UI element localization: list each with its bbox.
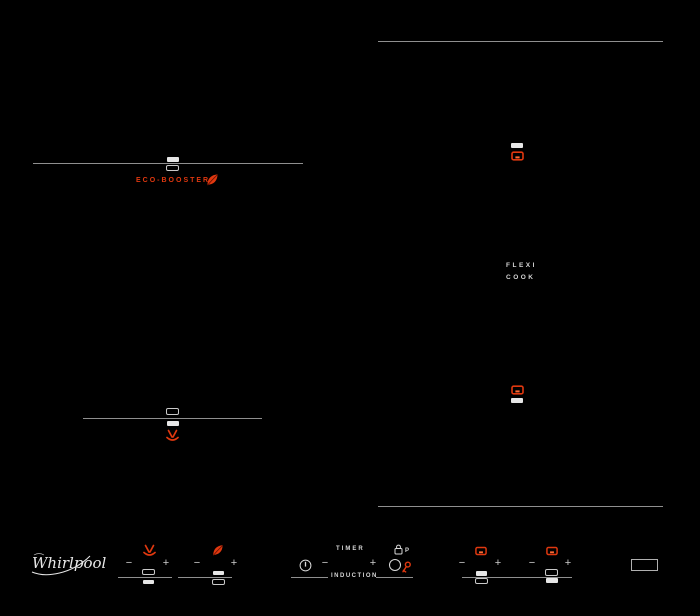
slider4-level-filled (546, 578, 558, 583)
key-lock-button[interactable]: P (394, 544, 410, 556)
power-button[interactable] (299, 559, 312, 572)
flexi-zone-top-line (378, 41, 663, 42)
slider4-minus-button[interactable]: − (528, 557, 536, 569)
induction-label: INDUCTION (331, 573, 378, 579)
flexi-zone-bottom-line (378, 506, 663, 507)
slider3-plus-button[interactable]: + (494, 557, 502, 569)
timer-label: TIMER (336, 546, 365, 552)
eco-booster-leaf-icon (205, 173, 219, 187)
whirlpool-logo-swash (31, 553, 91, 576)
slider1-minus-button[interactable]: − (125, 557, 133, 569)
flexi-cook-label: FLEXI COOK (506, 260, 537, 284)
slider3-level-outline (475, 578, 488, 584)
induction-right-line (376, 577, 413, 578)
display-window (631, 559, 658, 571)
flexi-rear-indicator-dash (511, 143, 523, 148)
timer-select-button[interactable] (389, 559, 401, 571)
slider2-line (178, 577, 232, 578)
slider2-plus-button[interactable]: + (230, 557, 238, 569)
flexi-label-line1: FLEXI (506, 262, 537, 269)
front-left-indicator-dash-outline (166, 408, 179, 415)
slider1-plus-button[interactable]: + (162, 557, 170, 569)
whirlpool-logo: Whirlpool (28, 548, 106, 582)
eco-booster-label: ECO-BOOSTER (136, 177, 211, 184)
timer-plus-button[interactable]: + (369, 557, 377, 569)
flexi-front-pot-icon (511, 385, 524, 395)
timer-minus-button[interactable]: − (321, 557, 329, 569)
slider3-level-filled (476, 571, 487, 576)
key-icon (400, 561, 412, 574)
slider2-level-outline (212, 579, 225, 585)
flexi-label-line2: COOK (506, 274, 536, 281)
flexi-rear-pot-icon (511, 151, 524, 161)
front-left-indicator-dash-filled (167, 421, 179, 426)
slider4-pot-icon (546, 546, 558, 556)
slider1-level-filled (143, 580, 154, 584)
slider3-minus-button[interactable]: − (458, 557, 466, 569)
rear-left-indicator-dash-filled (167, 157, 179, 162)
induction-left-line (291, 577, 328, 578)
rear-left-indicator-dash-outline (166, 165, 179, 171)
slider3-pot-icon (475, 546, 487, 556)
slider2-leaf-icon (211, 544, 224, 557)
rear-left-zone-line (33, 163, 303, 164)
front-left-boost-pot-icon (164, 428, 181, 443)
padlock-icon (394, 544, 403, 555)
flexi-sliders-line (462, 577, 572, 578)
slider1-level-outline (142, 569, 155, 575)
slider1-line (118, 577, 172, 578)
front-left-zone-line (83, 418, 262, 419)
slider4-level-outline (545, 569, 558, 576)
slider2-minus-button[interactable]: − (193, 557, 201, 569)
slider2-level-filled (213, 571, 224, 575)
lock-p-letter: P (405, 548, 410, 554)
flexi-front-indicator-dash (511, 398, 523, 403)
slider4-plus-button[interactable]: + (564, 557, 572, 569)
slider1-boost-pot-icon (141, 543, 158, 558)
